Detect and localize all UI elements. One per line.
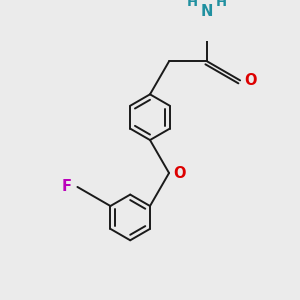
Text: O: O — [173, 166, 186, 181]
Text: F: F — [62, 179, 72, 194]
Text: O: O — [244, 73, 257, 88]
Text: H: H — [216, 0, 227, 9]
Text: N: N — [201, 4, 213, 19]
Text: H: H — [187, 0, 198, 9]
